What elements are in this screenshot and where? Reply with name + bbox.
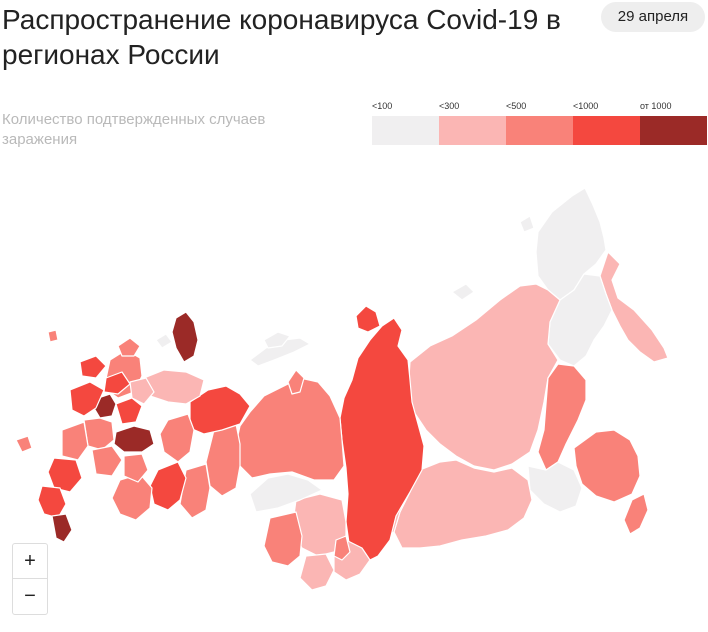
zoom-in-button[interactable]: + <box>13 544 47 579</box>
legend-label: <100 <box>372 101 393 111</box>
region-sverdlovsk <box>205 423 241 497</box>
legend-swatch <box>439 116 506 145</box>
legend-item-lt100: <100 <box>372 100 439 146</box>
region-murmansk <box>117 337 141 357</box>
legend-item-lt500: <500 <box>506 100 573 146</box>
region-dagestan <box>51 513 73 543</box>
legend-item-gte1000: от 1000 <box>640 100 707 146</box>
region-volga-south <box>111 473 153 521</box>
region-arkhangelsk <box>143 369 205 405</box>
region-arctic-islands-3 <box>519 215 535 233</box>
region-omsk <box>263 511 303 567</box>
region-vologda <box>129 377 155 405</box>
region-krasnodar <box>37 485 67 519</box>
region-perm <box>159 413 195 463</box>
page-title: Распространение коронавируса Covid-19 в … <box>2 4 561 70</box>
region-kaliningrad <box>47 329 59 343</box>
legend-label: от 1000 <box>640 101 672 111</box>
zoom-control: + − <box>12 543 48 615</box>
zoom-out-button[interactable]: − <box>24 585 36 607</box>
region-yaroslavl <box>103 371 131 395</box>
region-amur <box>573 429 641 503</box>
region-rostov <box>47 457 83 493</box>
legend-item-lt1000: <1000 <box>573 100 640 146</box>
region-kemerovo <box>333 535 351 561</box>
region-bashkortostan <box>179 463 211 519</box>
legend-swatch <box>372 116 439 145</box>
region-crimea <box>15 435 33 453</box>
legend-swatch <box>573 116 640 145</box>
region-altai <box>299 553 335 591</box>
region-arctic-islands-2 <box>451 283 475 301</box>
region-kolguev <box>155 333 173 349</box>
region-sakhalin <box>623 493 649 535</box>
region-chukotka <box>535 187 607 301</box>
russia-regions-map[interactable] <box>0 180 708 632</box>
legend-item-lt300: <300 <box>439 100 506 146</box>
region-central-east <box>115 397 143 425</box>
date-badge[interactable]: 29 апреля <box>601 2 705 32</box>
region-samara <box>123 453 149 483</box>
region-khmao <box>249 473 323 513</box>
legend-swatch <box>506 116 573 145</box>
legend-swatch <box>640 116 707 145</box>
map-subtitle: Количество подтвержденных случаев зараже… <box>2 111 266 148</box>
color-legend: <100 <300 <500 <1000 от 1000 <box>372 100 708 146</box>
region-nizhny-novgorod <box>113 425 155 453</box>
region-jewish-ao <box>527 461 583 513</box>
region-khabarovsk <box>537 363 587 471</box>
region-central-mid <box>83 417 115 451</box>
region-komi <box>189 385 251 435</box>
region-taymyr-islands <box>355 305 381 333</box>
region-voronezh <box>61 421 89 461</box>
region-arctic-islands <box>263 331 291 349</box>
legend-label: <1000 <box>573 101 599 111</box>
legend-label: <300 <box>439 101 460 111</box>
region-krasnoyarsk <box>339 317 425 565</box>
region-central-west <box>69 381 105 417</box>
region-yakutia <box>407 283 561 471</box>
region-saratov <box>91 445 123 477</box>
region-ynao <box>235 377 345 481</box>
region-yamal-peninsula <box>287 369 305 395</box>
legend-label: <500 <box>506 101 527 111</box>
region-lenobl <box>79 355 107 379</box>
region-novaya-zemlya-north <box>171 311 199 363</box>
